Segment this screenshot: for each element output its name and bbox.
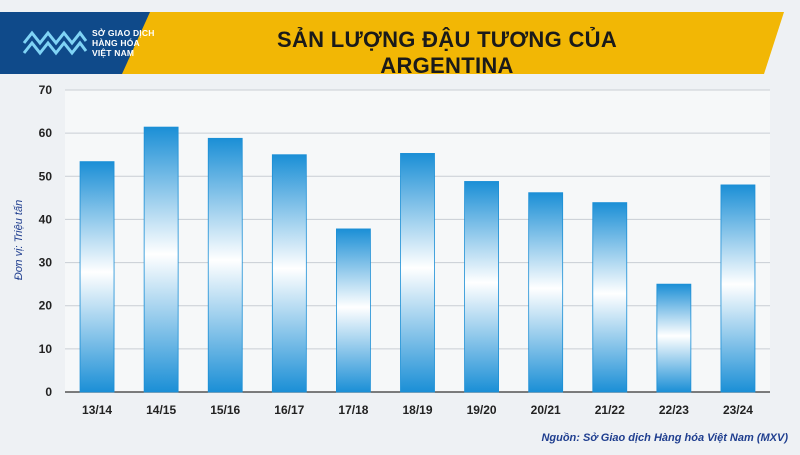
bars-group <box>79 126 756 393</box>
logo: SỞ GIAO DỊCH HÀNG HÓA VIỆT NAM <box>22 20 172 66</box>
bar-21-22 <box>592 202 628 393</box>
y-axis-label: Đơn vị: Triệu tấn <box>13 200 25 280</box>
header-logo-panel <box>0 12 150 74</box>
y-tick-labels: 0 10 20 30 40 50 60 70 <box>39 83 53 399</box>
bar-22-23 <box>656 283 692 393</box>
chart-title: SẢN LƯỢNG ĐẬU TƯƠNG CỦA ARGENTINA <box>276 27 618 78</box>
x-tick-label: 21/22 <box>595 403 625 417</box>
bar-18-19 <box>400 153 435 393</box>
x-tick-label: 16/17 <box>274 403 304 417</box>
x-tick-label: 15/16 <box>210 403 240 417</box>
logo-line-1: SỞ GIAO DỊCH <box>92 28 155 38</box>
bar-13-14 <box>79 161 115 393</box>
y-tick-label: 40 <box>39 212 53 226</box>
bar-20-21 <box>528 192 564 393</box>
source-note: Nguồn: Sở Giao dịch Hàng hóa Việt Nam (M… <box>541 432 788 444</box>
bar-14-15 <box>143 126 179 393</box>
header-banner <box>112 12 784 74</box>
logo-line-2: HÀNG HÓA <box>92 38 140 48</box>
bar-17-18 <box>336 228 371 393</box>
logo-text: SỞ GIAO DỊCH HÀNG HÓA VIỆT NAM <box>92 28 155 58</box>
y-tick-label: 60 <box>39 126 53 140</box>
y-tick-label: 0 <box>45 385 52 399</box>
x-tick-label: 20/21 <box>531 403 561 417</box>
y-tick-label: 10 <box>39 342 53 356</box>
x-tick-label: 18/19 <box>402 403 432 417</box>
bar-19-20 <box>464 181 499 393</box>
bar-15-16 <box>207 137 243 393</box>
bar-23-24 <box>720 184 756 393</box>
y-tick-label: 30 <box>39 256 53 270</box>
mxv-logo-icon <box>22 30 88 56</box>
x-tick-label: 23/24 <box>723 403 753 417</box>
x-tick-label: 19/20 <box>467 403 497 417</box>
y-tick-label: 50 <box>39 169 53 183</box>
bar-16-17 <box>271 154 307 393</box>
x-tick-labels: 13/14 14/15 15/16 16/17 17/18 18/19 19/20 20/21… <box>82 403 753 417</box>
y-tick-label: 20 <box>39 299 53 313</box>
x-tick-label: 14/15 <box>146 403 176 417</box>
logo-line-3: VIỆT NAM <box>92 48 135 58</box>
x-tick-label: 22/23 <box>659 403 689 417</box>
y-tick-label: 70 <box>39 83 53 97</box>
x-tick-label: 13/14 <box>82 403 112 417</box>
x-tick-label: 17/18 <box>338 403 368 417</box>
